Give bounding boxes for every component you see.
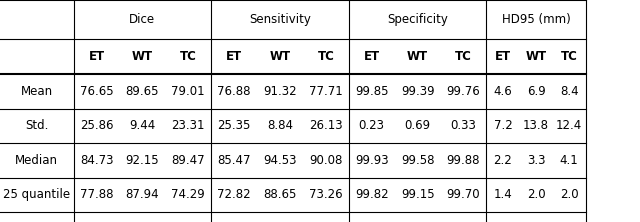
Text: 4.6: 4.6 [493,85,512,98]
Text: 89.47: 89.47 [172,154,205,167]
Text: HD95 (mm): HD95 (mm) [502,13,570,26]
Text: 76.88: 76.88 [218,85,251,98]
Text: 99.85: 99.85 [355,85,388,98]
Text: 99.88: 99.88 [447,154,480,167]
Text: 4.1: 4.1 [560,154,579,167]
Text: TC: TC [180,50,196,63]
Text: 92.15: 92.15 [125,154,159,167]
Text: 99.15: 99.15 [401,188,435,201]
Text: WT: WT [407,50,428,63]
Text: 84.73: 84.73 [80,154,113,167]
Text: 99.76: 99.76 [447,85,481,98]
Text: 7.2: 7.2 [493,119,512,133]
Text: 85.47: 85.47 [218,154,251,167]
Text: 99.58: 99.58 [401,154,435,167]
Text: 2.2: 2.2 [493,154,512,167]
Text: Median: Median [15,154,58,167]
Text: Sensitivity: Sensitivity [249,13,311,26]
Text: 91.32: 91.32 [263,85,297,98]
Text: 99.93: 99.93 [355,154,388,167]
Text: Std.: Std. [25,119,49,133]
Text: Specificity: Specificity [387,13,448,26]
Text: 6.9: 6.9 [527,85,545,98]
Text: 79.01: 79.01 [172,85,205,98]
Text: 2.0: 2.0 [527,188,545,201]
Text: 76.65: 76.65 [80,85,113,98]
Text: 77.88: 77.88 [80,188,113,201]
Text: ET: ET [495,50,511,63]
Text: 0.33: 0.33 [451,119,476,133]
Text: 0.23: 0.23 [359,119,385,133]
Text: 8.84: 8.84 [267,119,293,133]
Text: WT: WT [269,50,291,63]
Text: 89.65: 89.65 [125,85,159,98]
Text: 2.0: 2.0 [560,188,579,201]
Text: 88.65: 88.65 [263,188,297,201]
Text: 74.29: 74.29 [172,188,205,201]
Text: WT: WT [525,50,547,63]
Text: TC: TC [455,50,472,63]
Text: 12.4: 12.4 [556,119,582,133]
Text: 13.8: 13.8 [523,119,549,133]
Text: WT: WT [132,50,153,63]
Text: Dice: Dice [129,13,156,26]
Text: ET: ET [226,50,242,63]
Text: 99.82: 99.82 [355,188,388,201]
Text: 72.82: 72.82 [218,188,251,201]
Text: 8.4: 8.4 [560,85,579,98]
Text: 25 quantile: 25 quantile [3,188,70,201]
Text: 23.31: 23.31 [172,119,205,133]
Text: 99.39: 99.39 [401,85,435,98]
Text: ET: ET [364,50,380,63]
Text: Mean: Mean [20,85,53,98]
Text: 25.35: 25.35 [218,119,251,133]
Text: 94.53: 94.53 [263,154,297,167]
Text: 87.94: 87.94 [125,188,159,201]
Text: 1.4: 1.4 [493,188,512,201]
Text: TC: TC [561,50,577,63]
Text: TC: TC [317,50,334,63]
Text: 90.08: 90.08 [309,154,342,167]
Text: 99.70: 99.70 [447,188,480,201]
Text: 0.69: 0.69 [404,119,431,133]
Text: 77.71: 77.71 [309,85,343,98]
Text: 25.86: 25.86 [80,119,113,133]
Text: 3.3: 3.3 [527,154,545,167]
Text: ET: ET [88,50,104,63]
Text: 26.13: 26.13 [309,119,342,133]
Text: 73.26: 73.26 [309,188,342,201]
Text: 9.44: 9.44 [129,119,156,133]
